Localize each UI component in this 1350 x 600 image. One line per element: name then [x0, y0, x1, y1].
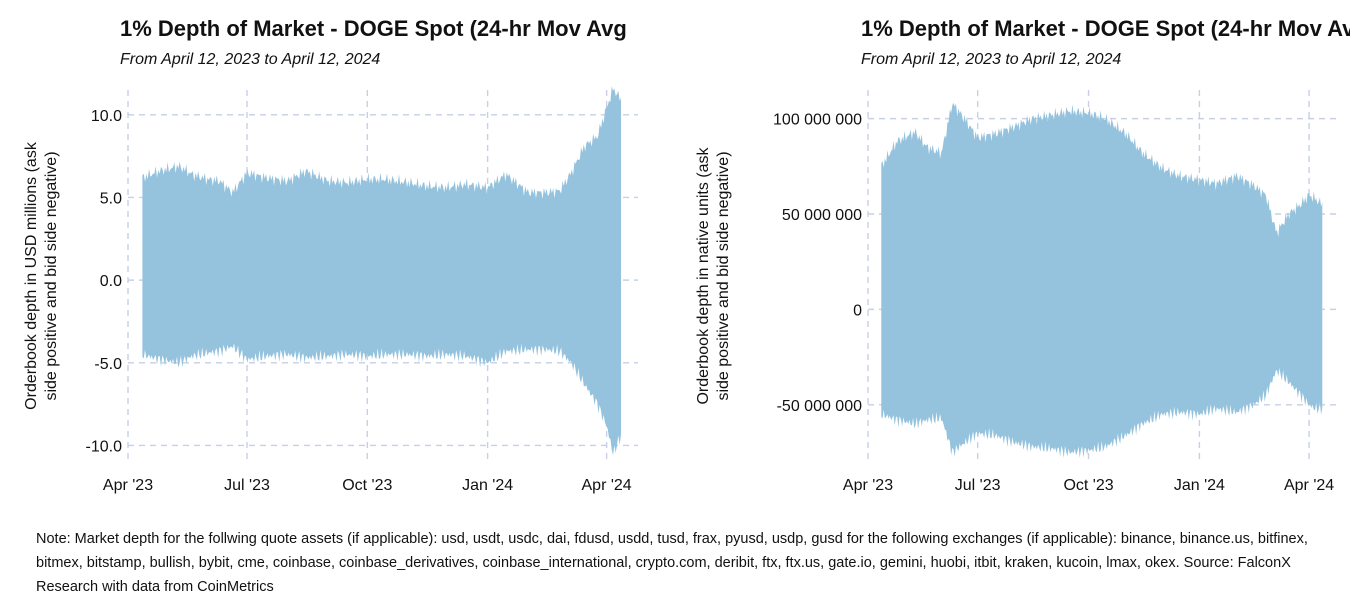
y-axis-label: Orderbook depth in USD millions (ask	[23, 141, 40, 410]
y-axis-label: side positive and bid side negative)	[43, 151, 60, 400]
y-tick-label: 0	[853, 302, 862, 319]
y-tick-label: -10.0	[86, 438, 123, 455]
y-tick-label: 0.0	[100, 273, 122, 290]
y-tick-label: 100 000 000	[773, 112, 862, 129]
y-axis-label: Orderbook depth in native units (ask	[695, 146, 712, 404]
left-chart-title: 1% Depth of Market - DOGE Spot (24-hr Mo…	[120, 16, 627, 41]
x-tick-label: Apr '24	[582, 477, 632, 494]
left-chart-panel: 10.0 5.0 0.0 -5.0 -10.0 Apr '23 Jul '23 Oct '23…	[0, 0, 682, 510]
y-tick-label: -50 000 000	[777, 398, 863, 415]
right-chart-subtitle: From April 12, 2023 to April 12, 2024	[861, 51, 1122, 68]
right-chart-svg: 100 000 000 50 000 000 0 -50 000 000 Apr '23…	[695, 90, 1338, 494]
x-tick-label: Oct '23	[1063, 477, 1113, 494]
y-tick-label: 50 000 000	[782, 207, 862, 224]
y-tick-label: -5.0	[94, 356, 122, 373]
footnote: Note: Market depth for the follwing quot…	[36, 531, 1308, 595]
x-tick-label: Oct '23	[342, 477, 392, 494]
depth-area	[881, 102, 1323, 458]
x-tick-label: Jul '23	[955, 477, 1001, 494]
x-tick-label: Apr '23	[843, 477, 893, 494]
right-chart-panel: 100 000 000 50 000 000 0 -50 000 000 Apr '23…	[690, 0, 1350, 510]
x-tick-label: Apr '23	[103, 477, 153, 494]
x-tick-label: Jan '24	[462, 477, 513, 494]
right-chart-title: 1% Depth of Market - DOGE Spot (24-hr Mo…	[861, 16, 1350, 41]
x-tick-label: Apr '24	[1284, 477, 1334, 494]
y-axis-label: side positive and bid side negative)	[715, 151, 732, 400]
depth-area	[142, 86, 621, 455]
y-tick-label: 5.0	[100, 190, 122, 207]
left-chart-svg: 10.0 5.0 0.0 -5.0 -10.0 Apr '23 Jul '23 Oct '23…	[23, 86, 638, 494]
left-chart-subtitle: From April 12, 2023 to April 12, 2024	[120, 51, 381, 68]
x-tick-label: Jul '23	[224, 477, 270, 494]
y-tick-label: 10.0	[91, 108, 122, 125]
x-tick-label: Jan '24	[1174, 477, 1225, 494]
